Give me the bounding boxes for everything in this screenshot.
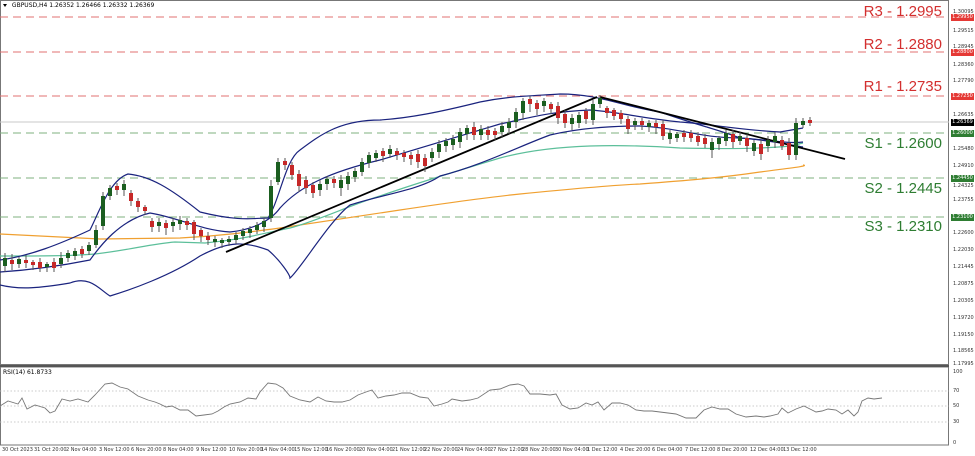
rsi-tick: 30 [953,419,960,425]
price-tick: 1.24910 [953,163,974,169]
candlesticks [3,95,812,272]
time-tick: 27 Nov 12:00 [490,447,524,453]
time-tick: 14 Nov 04:00 [261,447,295,453]
price-tick: 1.22030 [953,247,974,253]
time-tick: 10 Nov 20:00 [229,447,263,453]
price-tick: 1.23755 [953,197,974,203]
symbol-ohlc-header: GBPUSD,H4 1.26352 1.26466 1.26332 1.2636… [3,2,154,9]
ma-green [0,142,804,257]
current-price-tag: 1.26369 [951,119,974,126]
price-tick: 1.21445 [953,264,974,270]
r1-label: R1 - 1.2735 [863,78,942,95]
price-tick: 1.17995 [953,361,974,367]
s3-label: S3 - 1.2310 [864,218,942,235]
time-tick: 8 Dec 20:00 [717,447,748,453]
time-tick: 3 Nov 12:00 [99,447,130,453]
price-tick: 1.25480 [953,146,974,152]
price-tick: 1.30095 [953,9,974,15]
r3-label: R3 - 1.2995 [863,3,942,20]
price-tick: 1.20305 [953,298,974,304]
high-price: 1.26466 [76,2,101,9]
open-price: 1.26352 [49,2,75,9]
s2-price-tag: 1.24450 [951,175,974,182]
time-tick: 15 Nov 12:00 [294,447,328,453]
price-tick: 1.24325 [953,183,974,189]
time-tick: 8 Nov 04:00 [163,447,194,453]
low-price: 1.26332 [102,2,128,9]
close-price: 1.26369 [129,2,155,9]
symbol-timeframe: GBPUSD,H4 [11,2,48,9]
time-tick: 7 Dec 12:00 [685,447,716,453]
time-tick: 30 Nov 04:00 [555,447,589,453]
time-tick: 6 Nov 20:00 [131,447,162,453]
time-tick: 1 Dec 12:00 [587,447,618,453]
dropdown-triangle-icon[interactable] [3,4,7,7]
time-tick: 2 Nov 04:00 [66,447,97,453]
s2-label: S2 - 1.2445 [864,180,942,197]
bollinger-middle [0,109,804,273]
time-tick: 28 Nov 20:00 [522,447,556,453]
uptrend-line [225,96,598,253]
time-tick: 16 Nov 20:00 [326,447,360,453]
r3-price-tag: 1.29950 [951,14,974,21]
s1-label: S1 - 1.2600 [864,135,942,152]
time-tick: 20 Nov 04:00 [359,447,393,453]
price-tick: 1.26635 [953,112,974,118]
r1-price-tag: 1.27250 [951,93,974,100]
rsi-indicator-label: RSI(14) 61.8733 [3,369,52,376]
r2-price-tag: 1.28800 [951,49,974,56]
s3-price-tag: 1.23100 [951,214,974,221]
time-tick: 12 Dec 04:00 [750,447,784,453]
price-tick: 1.29515 [953,28,974,34]
price-tick: 1.28945 [953,44,974,50]
price-tick: 1.20875 [953,281,974,287]
time-tick: 9 Nov 12:00 [196,447,227,453]
rsi-tick: 50 [953,403,960,409]
price-tick: 1.22600 [953,230,974,236]
ma-orange [0,164,805,240]
price-tick: 1.27790 [953,78,974,84]
price-tick: 1.19150 [953,332,974,338]
rsi-tick: 0 [953,440,957,446]
time-tick: 22 Nov 20:00 [424,447,458,453]
rsi-tick: 100 [953,369,963,375]
price-tick: 1.28360 [953,62,974,68]
time-tick: 13 Dec 12:00 [783,447,817,453]
time-tick: 31 Oct 20:00 [34,447,67,453]
rsi-line [0,382,883,419]
price-tick: 1.19720 [953,315,974,321]
time-tick: 30 Oct 2023 [2,447,33,453]
time-tick: 21 Nov 12:00 [392,447,426,453]
time-tick: 24 Nov 04:00 [457,447,491,453]
downtrend-line [599,96,846,160]
time-tick: 6 Dec 04:00 [652,447,683,453]
r2-label: R2 - 1.2880 [863,36,942,53]
price-tick: 1.18565 [953,348,974,354]
time-tick: 4 Dec 20:00 [620,447,651,453]
rsi-tick: 70 [953,388,960,394]
s1-price-tag: 1.26000 [951,130,974,137]
main-chart-area[interactable] [0,0,949,365]
